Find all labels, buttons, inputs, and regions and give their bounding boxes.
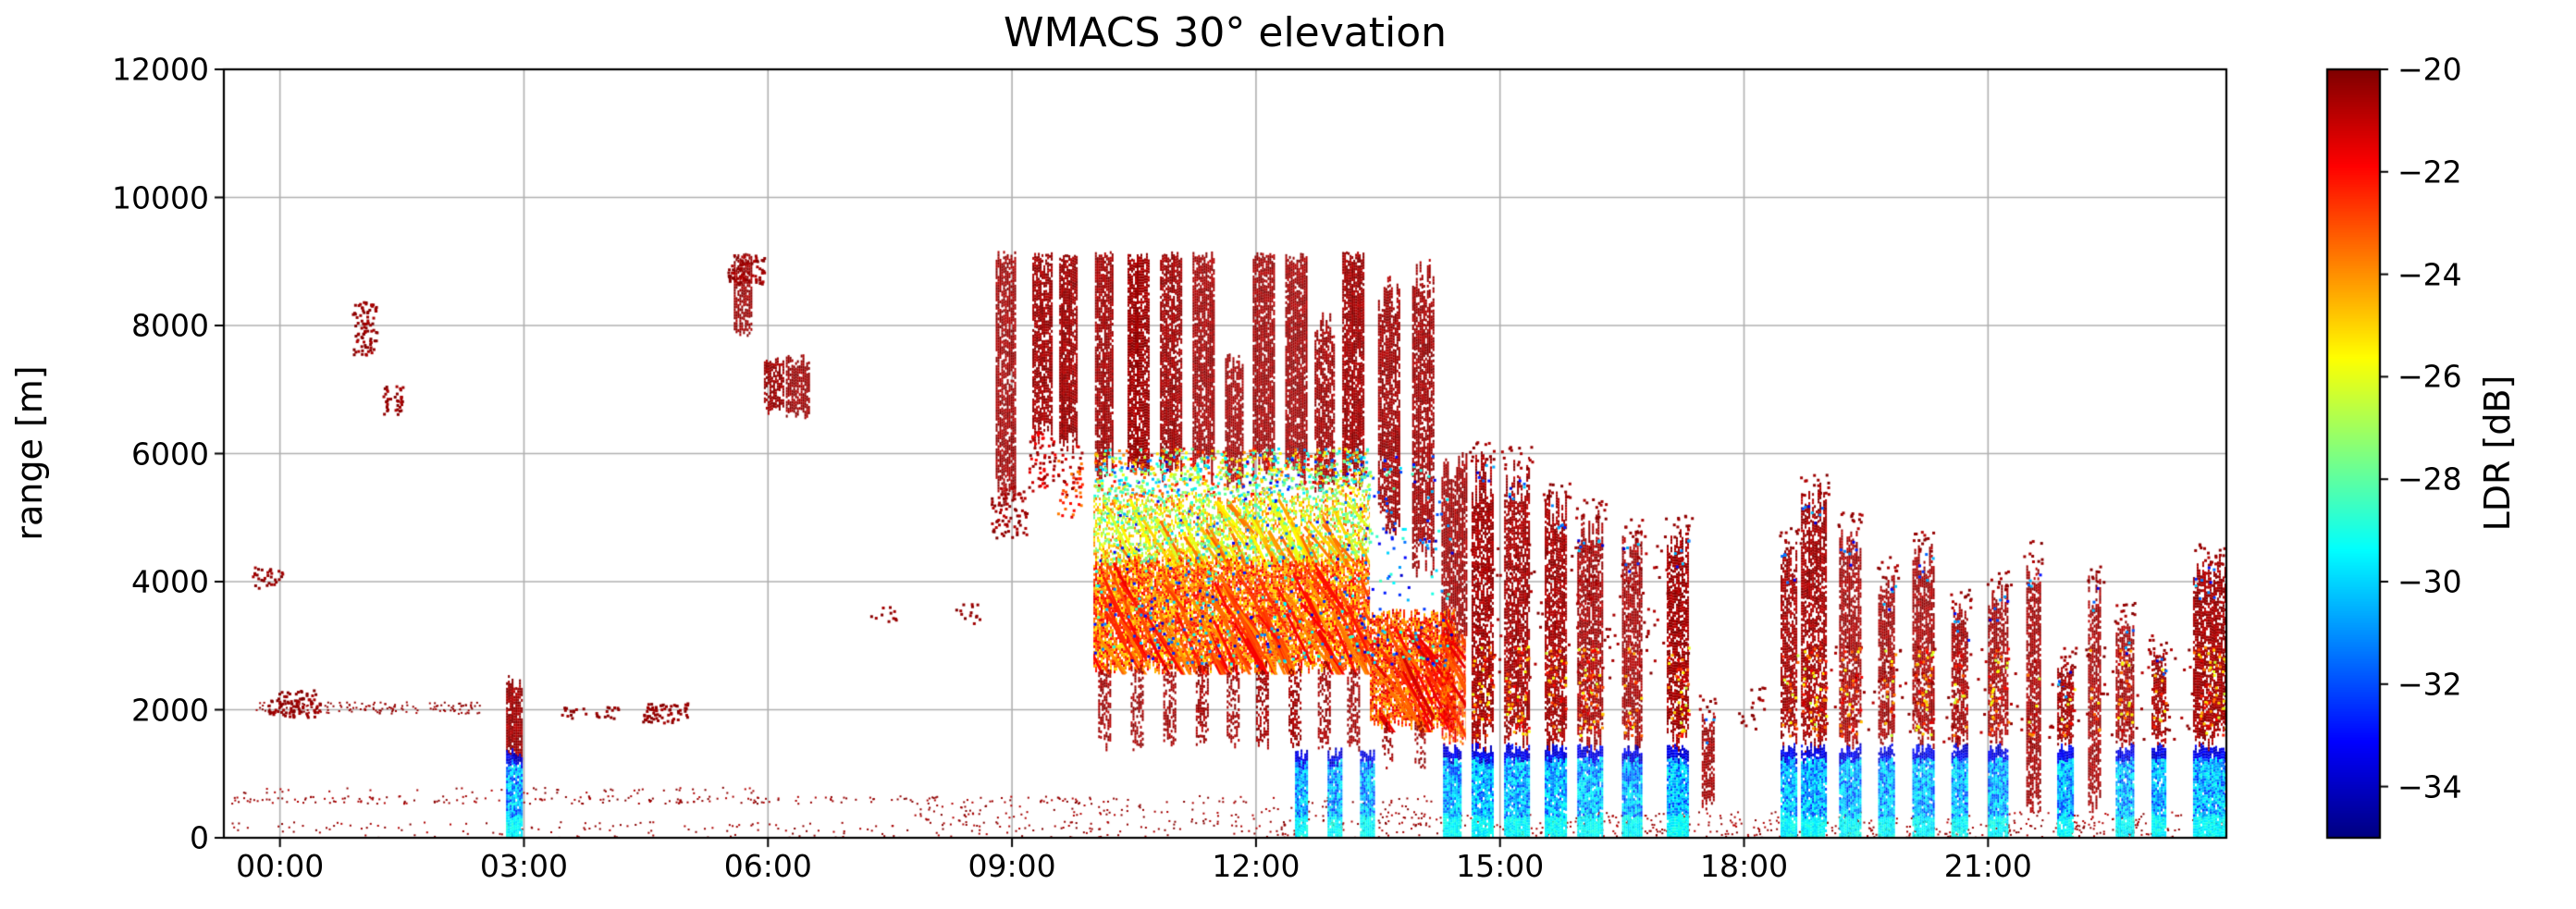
colorbar-tick-label: −22 bbox=[2397, 154, 2462, 190]
x-tick-label: 15:00 bbox=[1456, 848, 1545, 884]
colorbar-tick-label: −30 bbox=[2397, 563, 2462, 600]
y-tick-label: 0 bbox=[190, 819, 209, 856]
colorbar-tick-label: −32 bbox=[2397, 666, 2462, 703]
y-tick-label: 10000 bbox=[112, 179, 209, 215]
x-tick-label: 06:00 bbox=[723, 848, 812, 884]
y-tick-label: 8000 bbox=[131, 307, 209, 344]
colorbar-label: LDR [dB] bbox=[2477, 375, 2518, 532]
colorbar-tick-label: −20 bbox=[2397, 51, 2462, 88]
y-tick-label: 12000 bbox=[112, 51, 209, 88]
y-tick-label: 4000 bbox=[131, 563, 209, 600]
x-tick-label: 03:00 bbox=[479, 848, 569, 884]
colorbar-tick-label: −24 bbox=[2397, 256, 2462, 293]
y-tick-label: 2000 bbox=[131, 692, 209, 728]
colorbar-tick-label: −26 bbox=[2397, 358, 2462, 395]
chart-title: WMACS 30° elevation bbox=[1003, 9, 1448, 56]
x-tick-label: 09:00 bbox=[968, 848, 1056, 884]
x-tick-label: 12:00 bbox=[1212, 848, 1300, 884]
y-tick-label: 6000 bbox=[131, 436, 209, 472]
colorbar-tick-label: −28 bbox=[2397, 461, 2462, 497]
x-tick-label: 18:00 bbox=[1699, 848, 1789, 884]
x-tick-label: 21:00 bbox=[1943, 848, 2032, 884]
x-tick-label: 00:00 bbox=[236, 848, 325, 884]
y-axis-label: range [m] bbox=[9, 365, 50, 541]
colorbar-tick-label: −34 bbox=[2397, 768, 2462, 805]
